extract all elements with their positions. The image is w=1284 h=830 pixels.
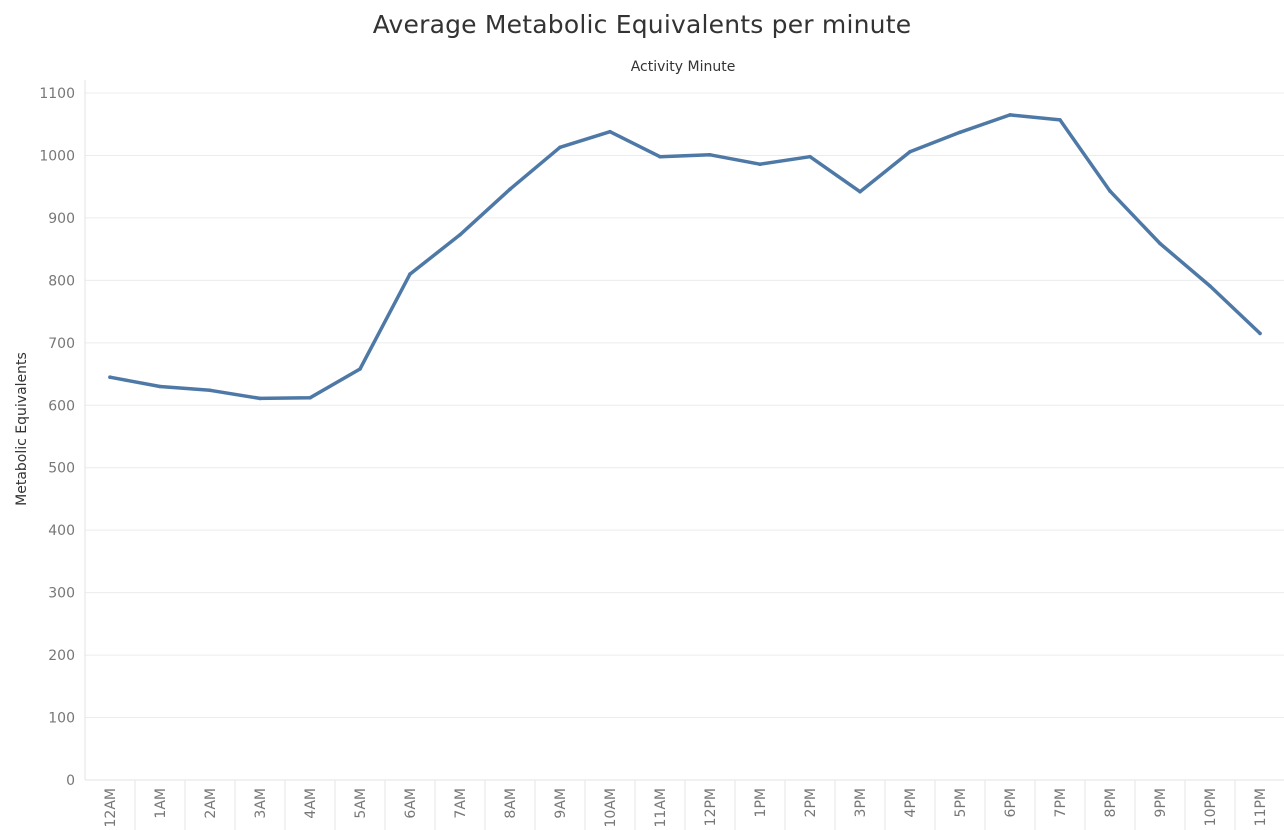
data-point[interactable]	[808, 154, 812, 159]
x-tick-label: 10PM	[1203, 788, 1219, 826]
data-point[interactable]	[1258, 331, 1262, 336]
data-point[interactable]	[508, 187, 512, 191]
data-point[interactable]	[408, 272, 412, 276]
x-tick-label: 8PM	[1103, 788, 1119, 817]
y-tick-label: 200	[48, 648, 75, 664]
data-point[interactable]	[108, 375, 112, 380]
y-tick-label: 300	[48, 586, 75, 602]
data-point[interactable]	[158, 384, 162, 389]
x-tick-label: 2PM	[803, 788, 819, 817]
y-tick-label: 500	[48, 461, 75, 477]
data-point[interactable]	[608, 129, 612, 134]
x-tick-label: 8AM	[503, 788, 519, 819]
data-point[interactable]	[708, 153, 712, 157]
x-tick-label: 11PM	[1253, 788, 1269, 826]
y-tick-label: 900	[48, 211, 75, 227]
y-tick-label: 700	[48, 336, 75, 352]
x-tick-label: 7PM	[1053, 788, 1069, 817]
x-tick-label: 1PM	[753, 788, 769, 817]
data-point[interactable]	[258, 396, 262, 401]
y-tick-label: 800	[48, 273, 75, 289]
chart-title: Average Metabolic Equivalents per minute	[372, 10, 912, 39]
x-tick-label: 4AM	[303, 788, 319, 819]
data-point[interactable]	[908, 149, 912, 154]
data-point[interactable]	[1008, 113, 1012, 117]
series-line-0	[108, 113, 1262, 401]
y-tick-label: 1100	[39, 86, 75, 102]
x-tick-label: 5PM	[953, 788, 969, 817]
gridlines	[85, 92, 1284, 719]
x-tick-label: 9PM	[1153, 788, 1169, 817]
x-tick-label: 10AM	[603, 788, 619, 827]
y-tick-label: 100	[48, 711, 75, 727]
x-tick-label: 2AM	[203, 788, 219, 819]
data-point[interactable]	[1208, 284, 1212, 288]
data-point[interactable]	[358, 367, 362, 371]
y-tick-label: 1000	[39, 148, 75, 164]
x-tick-label: 4PM	[903, 788, 919, 817]
x-tick-label: 12AM	[103, 788, 119, 827]
x-tick-label: 5AM	[353, 788, 369, 819]
x-tick-label: 9AM	[553, 788, 569, 819]
x-tick-label: 12PM	[703, 788, 719, 826]
x-axis-ticks: 12AM 1AM 2AM 3AM 4AM 5AM 6AM 7AM 8AM 9AM 10AM 11AM 1…	[103, 788, 1269, 827]
x-tick-label: 3AM	[253, 788, 269, 819]
y-tick-label: 400	[48, 523, 75, 539]
series-group	[108, 113, 1262, 401]
data-point[interactable]	[558, 145, 562, 150]
data-point[interactable]	[1058, 118, 1062, 122]
axes	[84, 80, 1284, 830]
x-tick-label: 11AM	[653, 788, 669, 827]
data-point[interactable]	[958, 130, 962, 135]
y-tick-label: 0	[66, 773, 75, 789]
data-point[interactable]	[208, 388, 212, 393]
data-point[interactable]	[758, 162, 762, 166]
x-tick-label: 3PM	[853, 788, 869, 817]
data-point[interactable]	[1158, 241, 1162, 246]
y-tick-label: 600	[48, 398, 75, 414]
x-tick-label: 6PM	[1003, 788, 1019, 817]
data-point[interactable]	[308, 396, 312, 400]
data-point[interactable]	[1108, 189, 1112, 193]
data-point[interactable]	[458, 233, 462, 237]
data-point[interactable]	[858, 189, 862, 194]
y-axis-ticks: 0 100 200 300 400 500 600 700 800 900 1000 1100	[39, 86, 75, 789]
x-tick-label: 1AM	[153, 788, 169, 819]
x-tick-label: 7AM	[453, 788, 469, 819]
x-tick-label: 6AM	[403, 788, 419, 819]
chart-subtitle: Activity Minute	[630, 59, 736, 75]
data-point[interactable]	[658, 154, 662, 159]
